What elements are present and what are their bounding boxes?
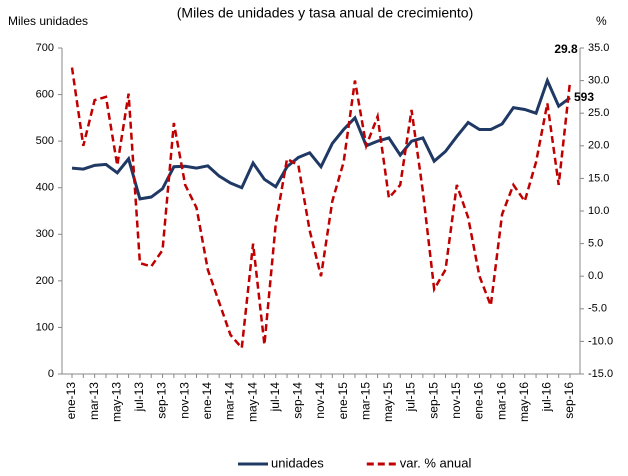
y-tick-label: 300: [36, 228, 54, 240]
y2-tick-label: -5.0: [588, 303, 607, 315]
data-label: 29.8: [554, 42, 578, 56]
x-tick-label: jul-15: [404, 382, 418, 413]
x-tick-label: may-14: [245, 382, 259, 422]
x-tick-label: may-13: [109, 382, 123, 422]
x-tick-label: jul-16: [540, 382, 554, 413]
x-tick-label: jul-14: [268, 382, 282, 413]
x-tick-label: sep-16: [562, 382, 576, 419]
series-line: [70, 67, 572, 351]
x-tick-label: sep-14: [291, 382, 305, 419]
chart-title: (Miles de unidades y tasa anual de creci…: [177, 5, 474, 21]
x-tick-label: ene-13: [64, 382, 78, 420]
y-tick-label: 700: [36, 42, 54, 54]
x-tick-label: may-15: [381, 382, 395, 422]
legend-label: var. % anual: [400, 455, 472, 470]
y-tick-label: 400: [36, 182, 54, 194]
x-tick-label: may-16: [517, 382, 531, 422]
y2-tick-label: 15.0: [588, 172, 609, 184]
y-tick-label: 500: [36, 135, 54, 147]
x-tick-label: ene-16: [472, 382, 486, 420]
x-tick-label: sep-15: [426, 382, 440, 419]
x-tick-label: nov-14: [313, 382, 327, 419]
y2-tick-label: 5.0: [588, 238, 603, 250]
x-tick-label: nov-15: [449, 382, 463, 419]
x-tick-label: nov-13: [177, 382, 191, 419]
y2-tick-label: 0.0: [588, 270, 603, 282]
y2-tick-label: 10.0: [588, 205, 609, 217]
x-tick-label: mar-13: [87, 382, 101, 420]
legend-label: unidades: [271, 455, 324, 470]
y2-tick-label: -15.0: [588, 368, 613, 380]
y2-tick-label: 35.0: [588, 42, 609, 54]
series-line: [71, 76, 571, 201]
x-tick-label: ene-14: [200, 382, 214, 420]
x-tick-label: jul-13: [132, 382, 146, 413]
y-tick-label: 200: [36, 275, 54, 287]
y-tick-label: 600: [36, 88, 54, 100]
y2-tick-label: 25.0: [588, 107, 609, 119]
x-tick-label: mar-15: [358, 382, 372, 420]
y-axis-label: Miles unidades: [8, 14, 88, 28]
data-label: 593: [574, 90, 594, 104]
y2-tick-label: 20.0: [588, 140, 609, 152]
x-tick-label: mar-14: [223, 382, 237, 420]
y-tick-label: 0: [48, 368, 54, 380]
y-tick-label: 100: [36, 321, 54, 333]
y2-tick-label: 30.0: [588, 75, 609, 87]
y2-tick-label: -10.0: [588, 335, 613, 347]
y2-axis-label: %: [596, 14, 607, 28]
x-tick-label: mar-16: [494, 382, 508, 420]
x-tick-label: sep-13: [155, 382, 169, 419]
x-tick-label: ene-15: [336, 382, 350, 420]
